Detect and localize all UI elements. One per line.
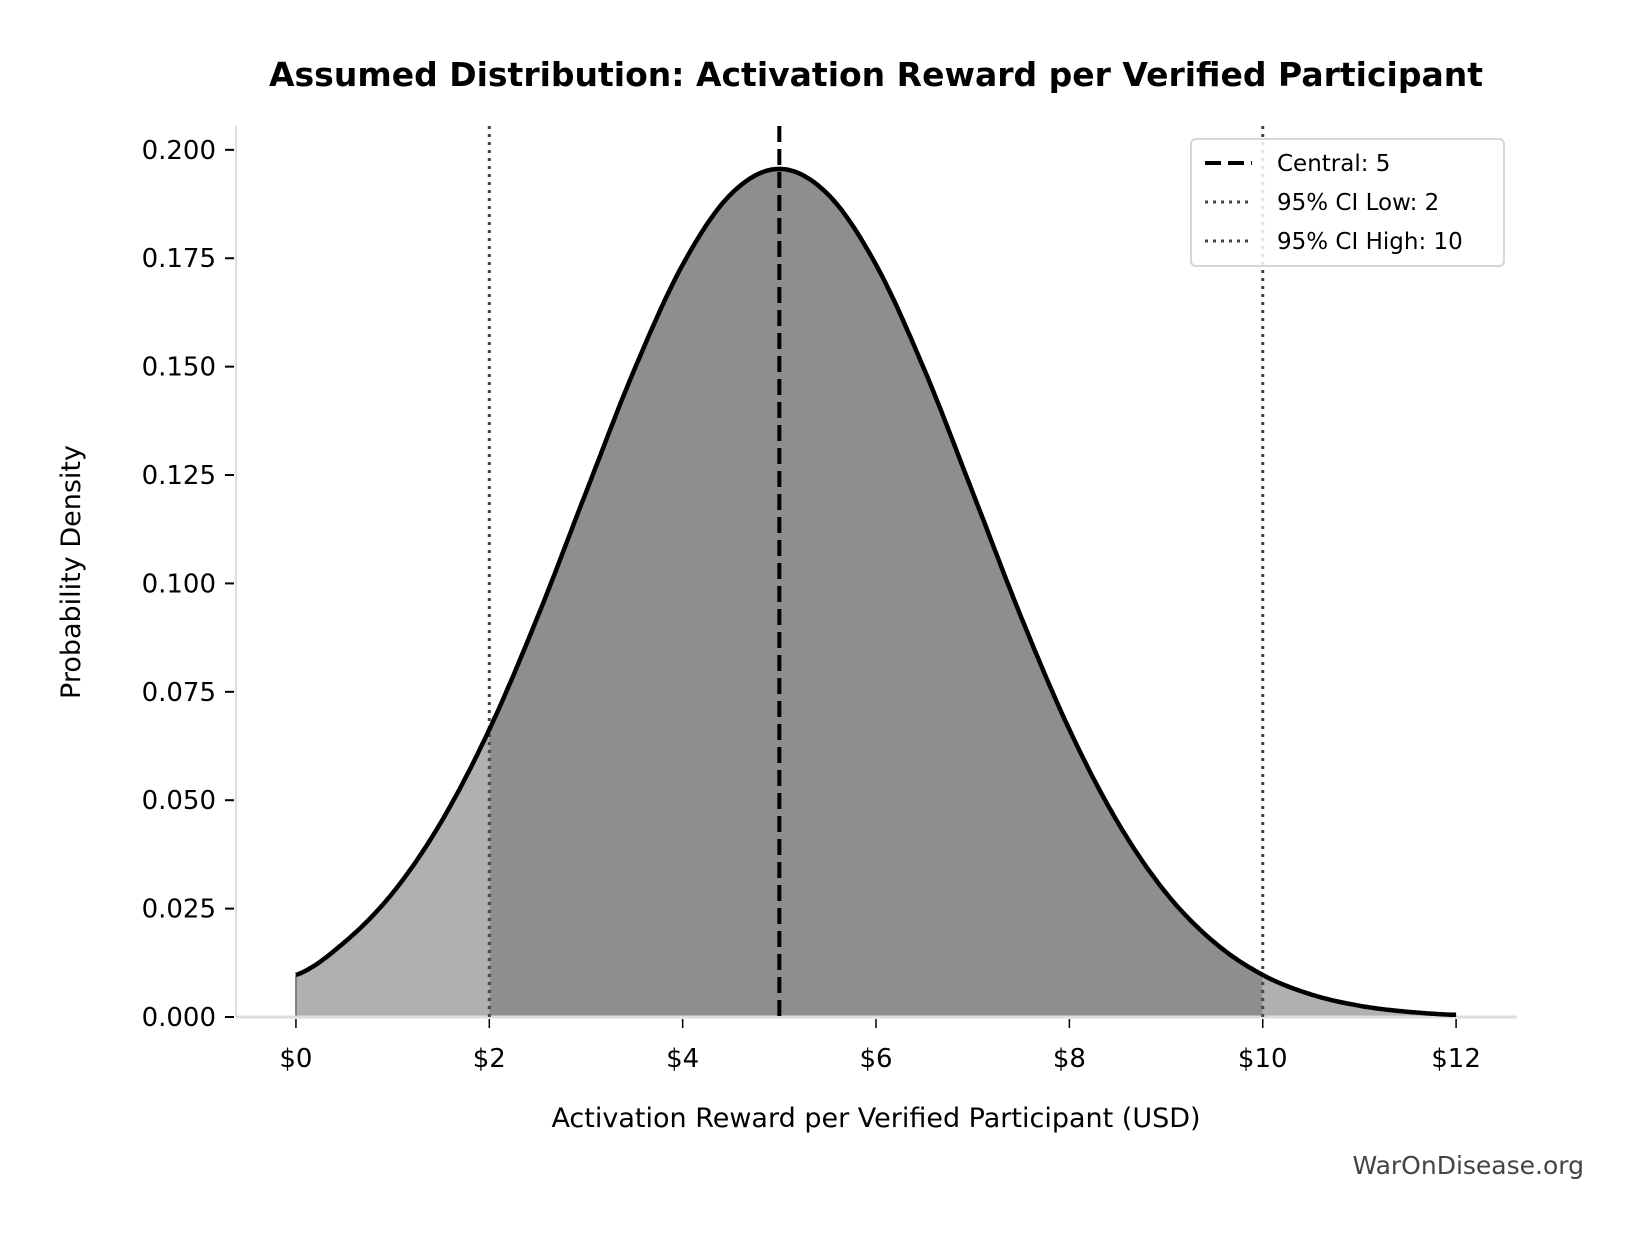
- y-tick-label: 0.125: [142, 461, 216, 491]
- y-tick-label: 0.175: [142, 244, 216, 274]
- legend-label-2: 95% CI High: 10: [1277, 229, 1463, 255]
- y-axis-label: Probability Density: [56, 445, 87, 699]
- legend-label-1: 95% CI Low: 2: [1277, 190, 1439, 216]
- y-tick-label: 0.075: [142, 678, 216, 708]
- x-axis-label: Activation Reward per Verified Participa…: [551, 1103, 1200, 1134]
- fill-lower-tail: [295, 729, 490, 1017]
- legend-label-0: Central: 5: [1277, 151, 1390, 177]
- legend: Central: 5 95% CI Low: 2 95% CI High: 10: [1190, 138, 1505, 267]
- x-tick-label: $12: [1431, 1044, 1481, 1074]
- chart-title: Assumed Distribution: Activation Reward …: [269, 55, 1483, 94]
- x-tick-label: $8: [1053, 1044, 1086, 1074]
- y-tick-label: 0.025: [142, 895, 216, 925]
- y-tick-label: 0.100: [142, 569, 216, 599]
- fill-ci-band: [489, 168, 1263, 1017]
- y-tick-label: 0.150: [142, 353, 216, 383]
- x-tick-label: $0: [279, 1044, 312, 1074]
- watermark: WarOnDisease.org: [1352, 1151, 1584, 1180]
- x-tick-label: $2: [473, 1044, 506, 1074]
- plot-area: $0 $2 $4 $6 $8 $10 $12 0.000 0.025 0.050 0.075 0.10…: [142, 126, 1517, 1074]
- y-tick-label: 0.050: [142, 786, 216, 816]
- x-tick-label: $10: [1238, 1044, 1288, 1074]
- density-curve: [295, 166, 1457, 1018]
- x-tick-label: $4: [666, 1044, 699, 1074]
- x-tick-label: $6: [859, 1044, 892, 1074]
- legend-box: [1190, 138, 1505, 267]
- y-tick-label: 0.000: [142, 1003, 216, 1033]
- fill-upper-tail: [1262, 974, 1457, 1017]
- y-tick-label: 0.200: [142, 136, 216, 166]
